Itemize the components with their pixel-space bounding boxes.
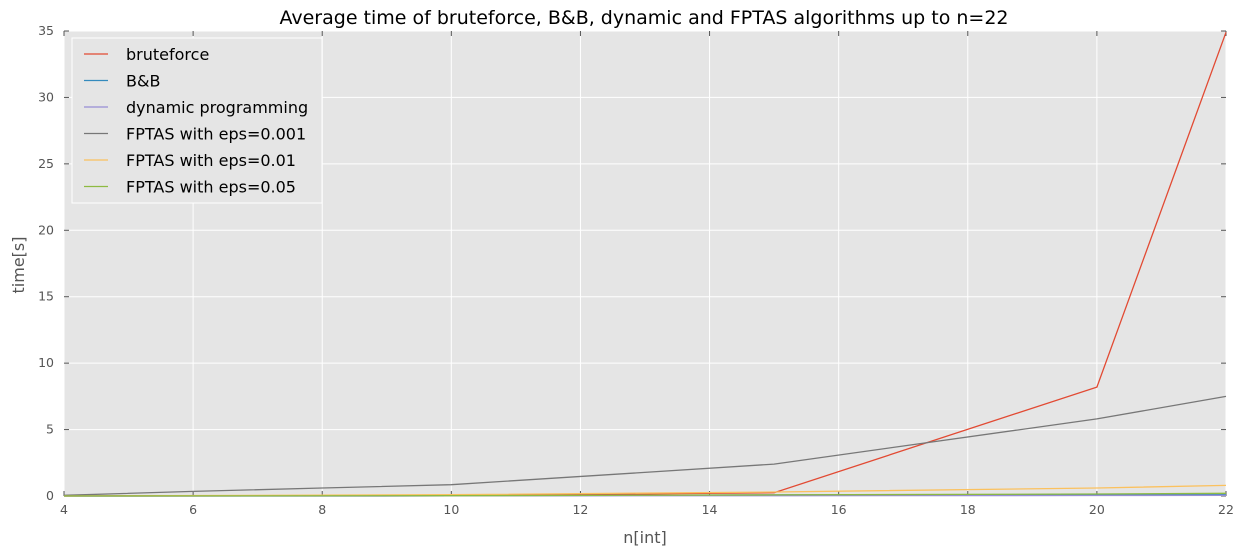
x-tick-label: 16 [831,502,847,517]
y-axis-label: time[s] [9,237,28,294]
x-tick-label: 14 [702,502,718,517]
y-tick-label: 30 [38,89,54,104]
legend-label: bruteforce [126,45,209,64]
legend-label: FPTAS with eps=0.001 [126,125,306,144]
x-tick-label: 6 [189,502,197,517]
y-tick-label: 20 [38,222,54,237]
y-tick-label: 0 [46,488,54,503]
y-tick-label: 10 [38,355,54,370]
legend-label: dynamic programming [126,98,308,117]
legend-box [71,37,323,204]
x-tick-label: 8 [318,502,326,517]
legend-label: FPTAS with eps=0.01 [126,151,296,170]
legend: bruteforce B&B dynamic programming FPTAS wi… [71,37,323,204]
series-lines [63,32,1227,497]
x-tick-label: 22 [1218,502,1234,517]
series-line-fptas-with-eps-0-01 [63,484,1227,497]
y-tick-label: 15 [38,289,54,304]
legend-label: B&B [126,72,160,91]
x-axis-label: n[int] [623,528,666,547]
chart-title: Average time of bruteforce, B&B, dynamic… [279,7,1008,29]
y-tick-label: 5 [46,422,54,437]
x-tick-label: 4 [60,502,68,517]
x-tick-label: 10 [443,502,459,517]
series-line-fptas-with-eps-0-001 [63,395,1227,496]
x-tick-label: 12 [572,502,588,517]
legend-label: FPTAS with eps=0.05 [126,178,296,197]
y-tick-label: 35 [38,23,54,38]
x-tick-label: 18 [960,502,976,517]
x-tick-label: 20 [1089,502,1105,517]
y-tick-label: 25 [38,156,54,171]
series-line-fptas-with-eps-0-05 [63,492,1227,497]
axes: 4 6 8 10 12 14 16 18 20 22 0 5 10 15 20 25 30 35 [38,23,1234,517]
